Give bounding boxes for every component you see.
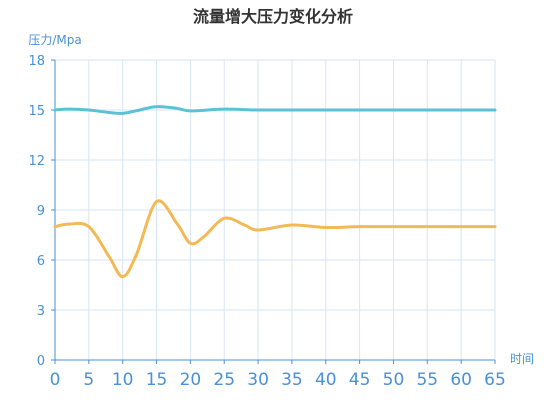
x-tick-label: 5 [83,370,94,390]
axes [51,59,496,364]
y-tick-label: 3 [37,304,45,319]
x-tick-label: 40 [315,370,337,390]
series-lines [53,105,497,279]
x-tick-label: 10 [112,370,134,390]
y-tick-label: 6 [37,254,45,269]
y-tick-label: 18 [28,54,45,69]
x-tick-label: 50 [383,370,405,390]
x-axis-label: 时间 [510,352,534,366]
x-tick-label: 55 [416,370,438,390]
x-tick-label: 15 [146,370,168,390]
x-tick-label: 45 [349,370,371,390]
x-tick-label: 25 [213,370,235,390]
x-tick-label: 30 [247,370,269,390]
x-tick-label: 0 [50,370,61,390]
y-tick-label: 15 [28,104,45,119]
y-axis-label: 压力/Mpa [28,33,81,47]
y-tick-label: 12 [28,154,45,169]
x-tick-labels: 0 5 10 15 20 25 30 35 40 45 50 55 60 65 [50,370,506,390]
x-tick-label: 20 [180,370,202,390]
y-tick-label: 9 [37,204,45,219]
y-tick-labels: 0 3 6 9 12 15 18 [28,54,45,369]
x-tick-label: 60 [450,370,472,390]
x-tick-label: 65 [484,370,506,390]
series-line-1 [53,105,497,115]
grid-lines [55,59,496,360]
y-tick-label: 0 [37,354,45,369]
series-line-2 [53,199,497,279]
chart-title: 流量增大压力变化分析 [193,7,353,26]
x-tick-label: 35 [281,370,303,390]
